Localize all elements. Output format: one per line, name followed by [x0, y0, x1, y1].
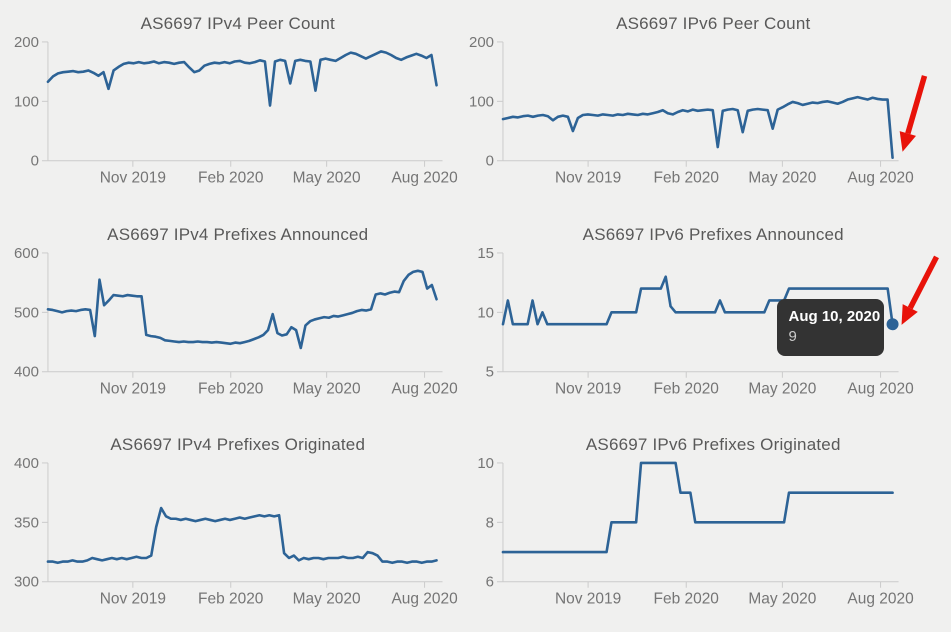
x-tick-label: Feb 2020	[198, 380, 263, 397]
chart-title: AS6697 IPv4 Prefixes Announced	[107, 224, 369, 244]
tooltip-value: 9	[788, 327, 797, 345]
annotation-arrow-icon	[901, 255, 939, 325]
chart-title: AS6697 IPv6 Prefixes Announced	[582, 224, 844, 244]
x-tick-label: Aug 2020	[847, 591, 913, 608]
y-tick-label: 6	[485, 574, 493, 591]
chart-title: AS6697 IPv4 Peer Count	[140, 14, 335, 33]
y-tick-label: 100	[468, 93, 493, 110]
y-tick-label: 5	[485, 363, 493, 380]
y-tick-label: 200	[468, 34, 493, 51]
x-tick-label: Nov 2019	[100, 380, 166, 397]
x-tick-label: Nov 2019	[554, 380, 620, 397]
chart-panel-ipv4-prefixes-originated: AS6697 IPv4 Prefixes Originated 300 350 40…	[0, 421, 476, 632]
chart-title: AS6697 IPv6 Prefixes Originated	[585, 435, 841, 455]
series-line	[501, 95, 894, 160]
y-tick-label: 100	[14, 93, 39, 110]
chart-panel-ipv6-peer-count: AS6697 IPv6 Peer Count 0 100 200 Nov 2019 Fe…	[468, 0, 951, 211]
chart-title: AS6697 IPv6 Peer Count	[616, 14, 811, 33]
ipv4-prefixes-originated-chart[interactable]: 300 350 400 Nov 2019 Feb 2020 May 2020 Aug 202…	[0, 421, 476, 632]
annotation-arrow-icon	[899, 75, 927, 152]
x-tick-label: May 2020	[293, 591, 361, 608]
y-tick-label: 350	[14, 515, 39, 532]
y-tick-label: 15	[477, 245, 494, 262]
y-tick-label: 400	[14, 363, 39, 380]
x-tick-label: Aug 2020	[847, 380, 913, 397]
data-point-marker[interactable]	[886, 317, 899, 330]
x-tick-label: Feb 2020	[653, 591, 718, 608]
x-tick-label: Feb 2020	[653, 170, 718, 187]
x-tick-label: Aug 2020	[391, 591, 457, 608]
ipv4-peer-count-chart[interactable]: 0 100 200 Nov 2019 Feb 2020 May 2020 Aug 2020	[0, 0, 476, 211]
x-tick-label: Aug 2020	[847, 170, 913, 187]
y-tick-label: 200	[14, 34, 39, 51]
chart-panel-ipv6-prefixes-originated: AS6697 IPv6 Prefixes Originated 6 8 10 Nov …	[476, 421, 951, 632]
series-line	[501, 461, 894, 554]
x-tick-label: May 2020	[748, 170, 816, 187]
x-tick-label: Aug 2020	[391, 170, 457, 187]
ipv6-prefixes-announced-chart[interactable]: 5 10 15 Nov 2019 Feb 2020 May 2020 Aug 2020	[476, 211, 951, 422]
ipv4-prefixes-announced-chart[interactable]: 400 500 600 Nov 2019 Feb 2020 May 2020 Aug 202…	[0, 211, 476, 422]
y-tick-label: 8	[485, 515, 493, 532]
y-tick-label: 600	[14, 245, 39, 262]
x-tick-label: Feb 2020	[653, 380, 718, 397]
tooltip-date: Aug 10, 2020	[788, 307, 881, 325]
x-tick-label: Nov 2019	[554, 591, 620, 608]
y-tick-label: 300	[14, 574, 39, 591]
y-tick-label: 400	[14, 455, 39, 472]
ipv6-prefixes-originated-chart[interactable]: 6 8 10 Nov 2019 Feb 2020 May 2020 Aug 2020	[476, 421, 951, 632]
x-tick-label: May 2020	[293, 170, 361, 187]
series-line	[501, 275, 894, 326]
series-line	[46, 269, 438, 349]
y-tick-label: 10	[477, 304, 494, 321]
chart-tooltip: Aug 10, 2020 9	[776, 298, 884, 356]
x-tick-label: May 2020	[293, 380, 361, 397]
x-tick-label: Feb 2020	[198, 591, 263, 608]
x-tick-label: Feb 2020	[198, 170, 263, 187]
ipv6-peer-count-chart[interactable]: 0 100 200 Nov 2019 Feb 2020 May 2020 Aug 2020	[468, 0, 951, 211]
x-tick-label: May 2020	[748, 591, 816, 608]
x-tick-label: Nov 2019	[100, 170, 166, 187]
x-tick-label: Nov 2019	[100, 591, 166, 608]
series-line	[46, 50, 438, 107]
series-line	[46, 507, 438, 565]
y-tick-label: 0	[31, 153, 39, 170]
x-tick-label: May 2020	[748, 380, 816, 397]
y-tick-label: 10	[477, 455, 494, 472]
chart-panel-ipv6-prefixes-announced: AS6697 IPv6 Prefixes Announced 5 10 15 Nov …	[476, 211, 951, 422]
y-tick-label: 500	[14, 304, 39, 321]
x-tick-label: Nov 2019	[554, 170, 620, 187]
chart-panel-ipv4-peer-count: AS6697 IPv4 Peer Count 0 100 200 Nov 2019 Fe…	[0, 0, 476, 211]
chart-panel-ipv4-prefixes-announced: AS6697 IPv4 Prefixes Announced 400 500 600…	[0, 211, 476, 422]
chart-title: AS6697 IPv4 Prefixes Originated	[110, 435, 366, 455]
x-tick-label: Aug 2020	[391, 380, 457, 397]
y-tick-label: 0	[485, 153, 493, 170]
